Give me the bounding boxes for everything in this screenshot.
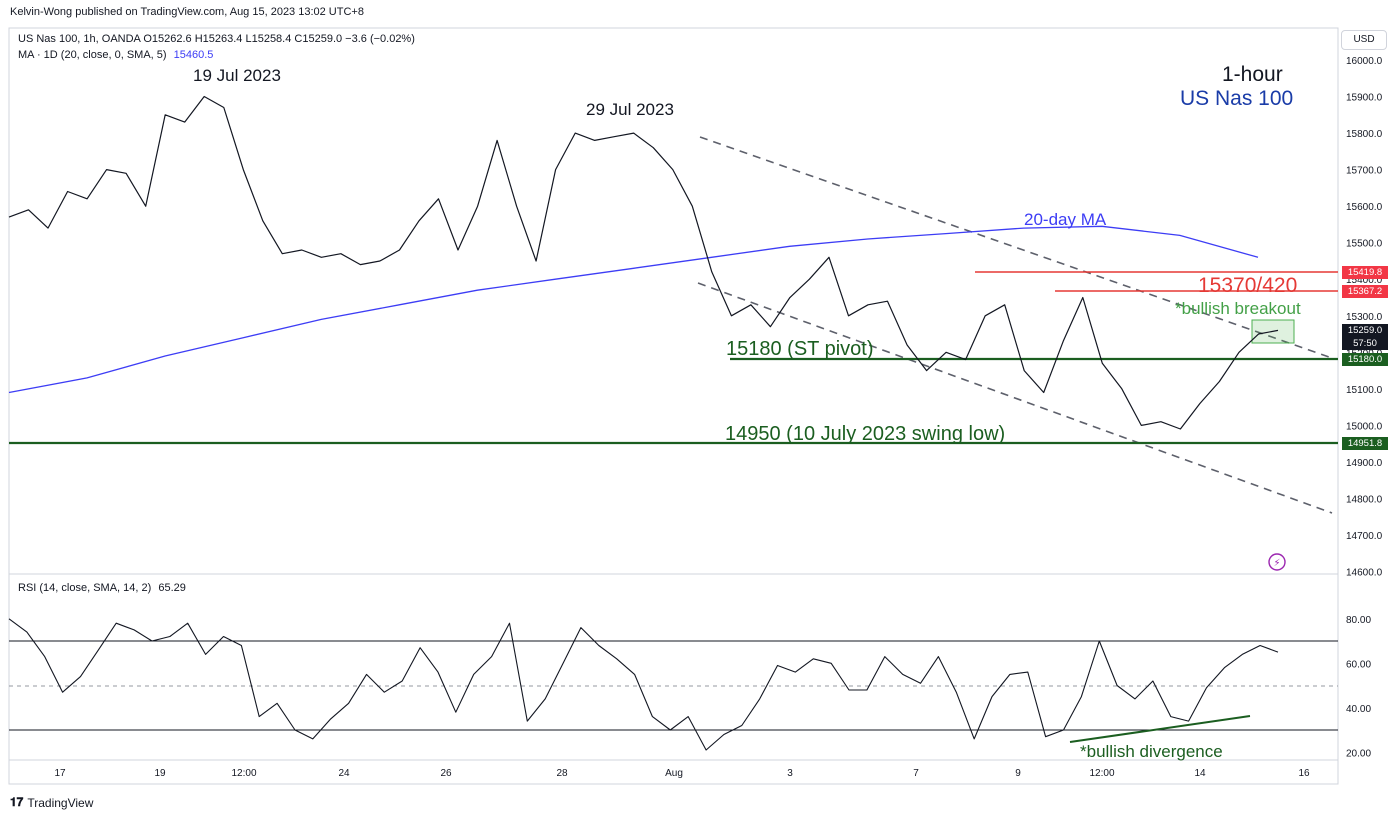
divergence-trendline	[1069, 715, 1251, 743]
time-tick-label: 3	[787, 768, 793, 779]
price-badge: 15259.0	[1342, 324, 1388, 337]
price-tick-label: 14600.0	[1346, 568, 1383, 579]
price-tick-label: 15400.0	[1346, 275, 1383, 286]
rsi-tick-label: 80.00	[1346, 615, 1371, 626]
alert-icon[interactable]	[1268, 553, 1286, 571]
ma-20day-line	[8, 225, 1259, 394]
rsi-pane	[8, 618, 1338, 751]
price-tick-label: 15500.0	[1346, 239, 1383, 250]
time-tick-label: 12:00	[231, 768, 256, 779]
price-badge: 15367.2	[1342, 285, 1388, 298]
time-tick-label: 14	[1194, 768, 1206, 779]
footer-brand-label: TradingView	[27, 795, 94, 810]
price-badge: 15180.0	[1342, 353, 1388, 366]
time-tick-label: 19	[154, 768, 166, 779]
time-tick-label: 9	[1015, 768, 1021, 779]
time-tick-label: 7	[913, 768, 919, 779]
annotation-divergence: *bullish divergence	[1080, 742, 1223, 761]
time-tick-label: 26	[440, 768, 452, 779]
price-pane: ⚡	[8, 95, 1338, 571]
price-tick-label: 15700.0	[1346, 166, 1383, 177]
time-tick-label: 28	[556, 768, 568, 779]
time-tick-label: 17	[54, 768, 66, 779]
time-tick-label: 16	[1298, 768, 1310, 779]
currency-button[interactable]: USD	[1341, 30, 1387, 50]
price-tick-label: 15800.0	[1346, 129, 1383, 140]
rsi-axis-ticks: 80.00 60.00 40.00 20.00	[1346, 615, 1371, 760]
rsi-legend: RSI (14, close, SMA, 14, 2) 65.29	[18, 582, 186, 594]
price-tick-label: 14700.0	[1346, 531, 1383, 542]
price-tick-label: 15000.0	[1346, 421, 1383, 432]
rsi-legend-label: RSI (14, close, SMA, 14, 2)	[18, 582, 152, 594]
rsi-tick-label: 60.00	[1346, 659, 1371, 670]
symbol-ohlc-line: US Nas 100, 1h, OANDA O15262.6 H15263.4 …	[18, 33, 415, 45]
annotation-resistance: 15370/420	[1198, 274, 1297, 297]
rsi-tick-label: 40.00	[1346, 704, 1371, 715]
time-tick-label: Aug	[665, 768, 683, 779]
time-tick-label: 24	[338, 768, 350, 779]
price-tick-label: 14900.0	[1346, 458, 1383, 469]
alert-icon-glyph: ⚡	[1273, 558, 1280, 569]
annotation-peak2: 29 Jul 2023	[586, 100, 674, 119]
chart-timeframe-title: 1-hour	[1222, 63, 1283, 86]
annotation-ma-label: 20-day MA	[1024, 210, 1107, 229]
ma-legend-label: MA · 1D (20, close, 0, SMA, 5)	[18, 49, 167, 61]
ma-legend: MA · 1D (20, close, 0, SMA, 5) 15460.5	[18, 49, 213, 61]
channel-upper-line	[699, 136, 1333, 359]
price-series-line	[8, 95, 1279, 430]
chart-frame	[8, 27, 1339, 785]
price-tick-label: 14800.0	[1346, 495, 1383, 506]
channel-lower-line	[697, 282, 1333, 514]
time-axis-ticks: 17 19 12:00 24 26 28 Aug 3 7 9 12:00 14 16	[54, 768, 1310, 779]
chart-instrument-title: US Nas 100	[1180, 87, 1293, 110]
price-axis-ticks: 16000.0 15900.0 15800.0 15700.0 15600.0 15500…	[1346, 56, 1383, 579]
price-badge: 15419.8	[1342, 266, 1388, 279]
footer-brand: 𝟏𝟕 TradingView	[10, 795, 93, 810]
annotation-swing-low: 14950 (10 July 2023 swing low)	[725, 423, 1005, 445]
price-tick-label: 15100.0	[1346, 385, 1383, 396]
annotation-pivot: 15180 (ST pivot)	[726, 338, 874, 360]
annotation-breakout: *bullish breakout	[1175, 299, 1301, 318]
price-tick-label: 15600.0	[1346, 202, 1383, 213]
price-badge: 14951.8	[1342, 437, 1388, 450]
ma-legend-value: 15460.5	[173, 49, 214, 61]
annotation-peak1: 19 Jul 2023	[193, 66, 281, 85]
time-tick-label: 12:00	[1089, 768, 1114, 779]
price-tick-label: 16000.0	[1346, 56, 1383, 67]
tradingview-logo-icon: 𝟏𝟕	[10, 795, 24, 809]
price-tick-label: 15300.0	[1346, 312, 1383, 323]
rsi-series-line	[8, 618, 1279, 751]
price-badge: 57:50	[1342, 337, 1388, 350]
published-by-text: Kelvin-Wong published on TradingView.com…	[10, 6, 364, 18]
rsi-legend-value: 65.29	[158, 582, 186, 594]
rsi-tick-label: 20.00	[1346, 748, 1371, 759]
price-tick-label: 15900.0	[1346, 93, 1383, 104]
